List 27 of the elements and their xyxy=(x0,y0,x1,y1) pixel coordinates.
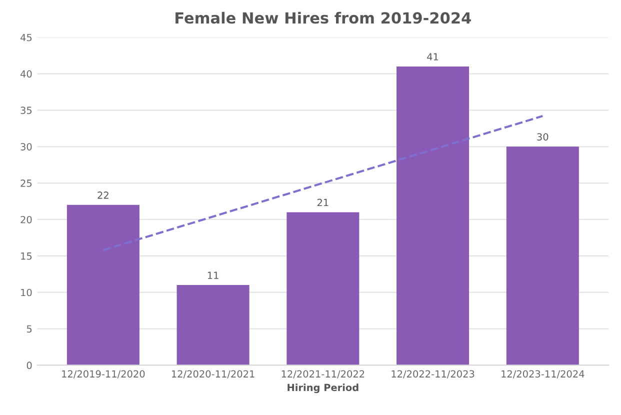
data-label: 41 xyxy=(427,53,438,60)
y-tick-label: 0 xyxy=(26,362,32,370)
y-tick-label: 40 xyxy=(20,70,32,78)
y-tick-label: 10 xyxy=(21,288,32,296)
y-tick-label: 45 xyxy=(20,34,32,42)
x-tick-label: 12/2020-11/2021 xyxy=(172,370,254,378)
data-label: 11 xyxy=(208,272,218,279)
data-label: 22 xyxy=(98,192,108,199)
x-axis-title: Hiring Period xyxy=(288,384,358,394)
x-tick-label: 12/2023-11/2024 xyxy=(502,370,584,378)
bar xyxy=(506,146,579,366)
x-tick-label: 12/2019-11/2020 xyxy=(62,370,145,378)
bar xyxy=(286,212,360,366)
y-tick-label: 5 xyxy=(26,325,32,333)
y-tick-label: 30 xyxy=(20,143,32,150)
x-tick-label: 12/2022-11/2023 xyxy=(392,370,474,378)
data-label: 21 xyxy=(317,198,328,206)
x-tick-label: 12/2021-11/2022 xyxy=(282,370,364,378)
bar xyxy=(176,285,250,366)
y-tick-label: 35 xyxy=(20,106,32,114)
chart-title: Female New Hires from 2019-2024 xyxy=(176,12,471,24)
bar xyxy=(396,66,470,366)
y-tick-label: 20 xyxy=(20,216,32,224)
y-tick-label: 25 xyxy=(20,180,32,187)
bar xyxy=(66,204,140,366)
y-tick-label: 15 xyxy=(21,252,32,260)
data-label: 30 xyxy=(537,133,548,141)
